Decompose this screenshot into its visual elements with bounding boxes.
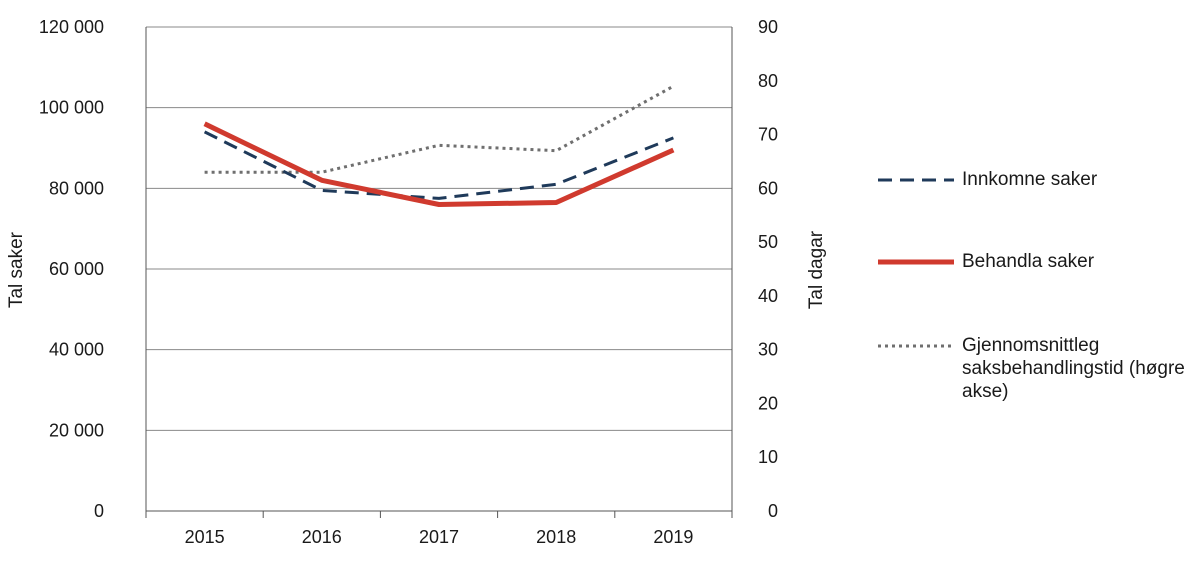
legend-swatch-dashed xyxy=(878,178,954,182)
series-line-solid xyxy=(203,121,675,207)
x-axis-ticks: 2015 2016 2017 2018 2019 xyxy=(185,527,694,547)
series-lines xyxy=(203,84,675,207)
legend-label-behandla: Behandla saker xyxy=(962,251,1095,272)
right-tick-label: 20 xyxy=(758,393,778,413)
left-tick-label: 0 xyxy=(94,501,104,521)
x-tick-label: 2016 xyxy=(302,527,342,547)
gridlines xyxy=(146,26,732,431)
right-tick-label: 50 xyxy=(758,232,778,252)
legend-item-gjennomsnitt: Gjennomsnittleg saksbehandlingstid (høgr… xyxy=(876,334,1200,403)
left-tick-label: 40 000 xyxy=(49,340,104,360)
right-axis-title: Tal dagar xyxy=(806,230,827,309)
series-line-dotted xyxy=(204,84,675,174)
axes xyxy=(145,27,733,518)
right-tick-label: 60 xyxy=(758,178,778,198)
left-tick-label: 60 000 xyxy=(49,259,104,279)
left-tick-label: 80 000 xyxy=(49,178,104,198)
legend-item-innkomne: Innkomne saker xyxy=(876,168,1200,192)
right-tick-label: 90 xyxy=(758,17,778,37)
legend-swatch-dotted xyxy=(878,344,954,348)
left-tick-label: 120 000 xyxy=(39,17,104,37)
legend-label-innkomne: Innkomne saker xyxy=(962,169,1098,190)
left-axis-ticks: 0 20 000 40 000 60 000 80 000 100 000 120 000 xyxy=(39,17,104,521)
left-tick-label: 20 000 xyxy=(49,420,104,440)
right-tick-label: 30 xyxy=(758,340,778,360)
x-tick-label: 2018 xyxy=(536,527,576,547)
right-tick-label: 80 xyxy=(758,71,778,91)
left-axis-title: Tal saker xyxy=(6,231,27,308)
x-tick-label: 2015 xyxy=(185,527,225,547)
right-tick-label: 40 xyxy=(758,286,778,306)
legend-item-behandla: Behandla saker xyxy=(876,250,1200,274)
right-tick-label: 10 xyxy=(758,447,778,467)
right-tick-label: 0 xyxy=(768,501,778,521)
series-line-dashed xyxy=(203,130,674,200)
right-axis-ticks: 0 10 20 30 40 50 60 70 80 90 xyxy=(758,17,778,521)
x-tick-label: 2019 xyxy=(653,527,693,547)
legend-label-gjennomsnitt: Gjennomsnittleg saksbehandlingstid (høgr… xyxy=(962,335,1185,402)
right-tick-label: 70 xyxy=(758,125,778,145)
left-tick-label: 100 000 xyxy=(39,98,104,118)
x-tick-label: 2017 xyxy=(419,527,459,547)
legend-swatch-solid xyxy=(878,259,954,265)
